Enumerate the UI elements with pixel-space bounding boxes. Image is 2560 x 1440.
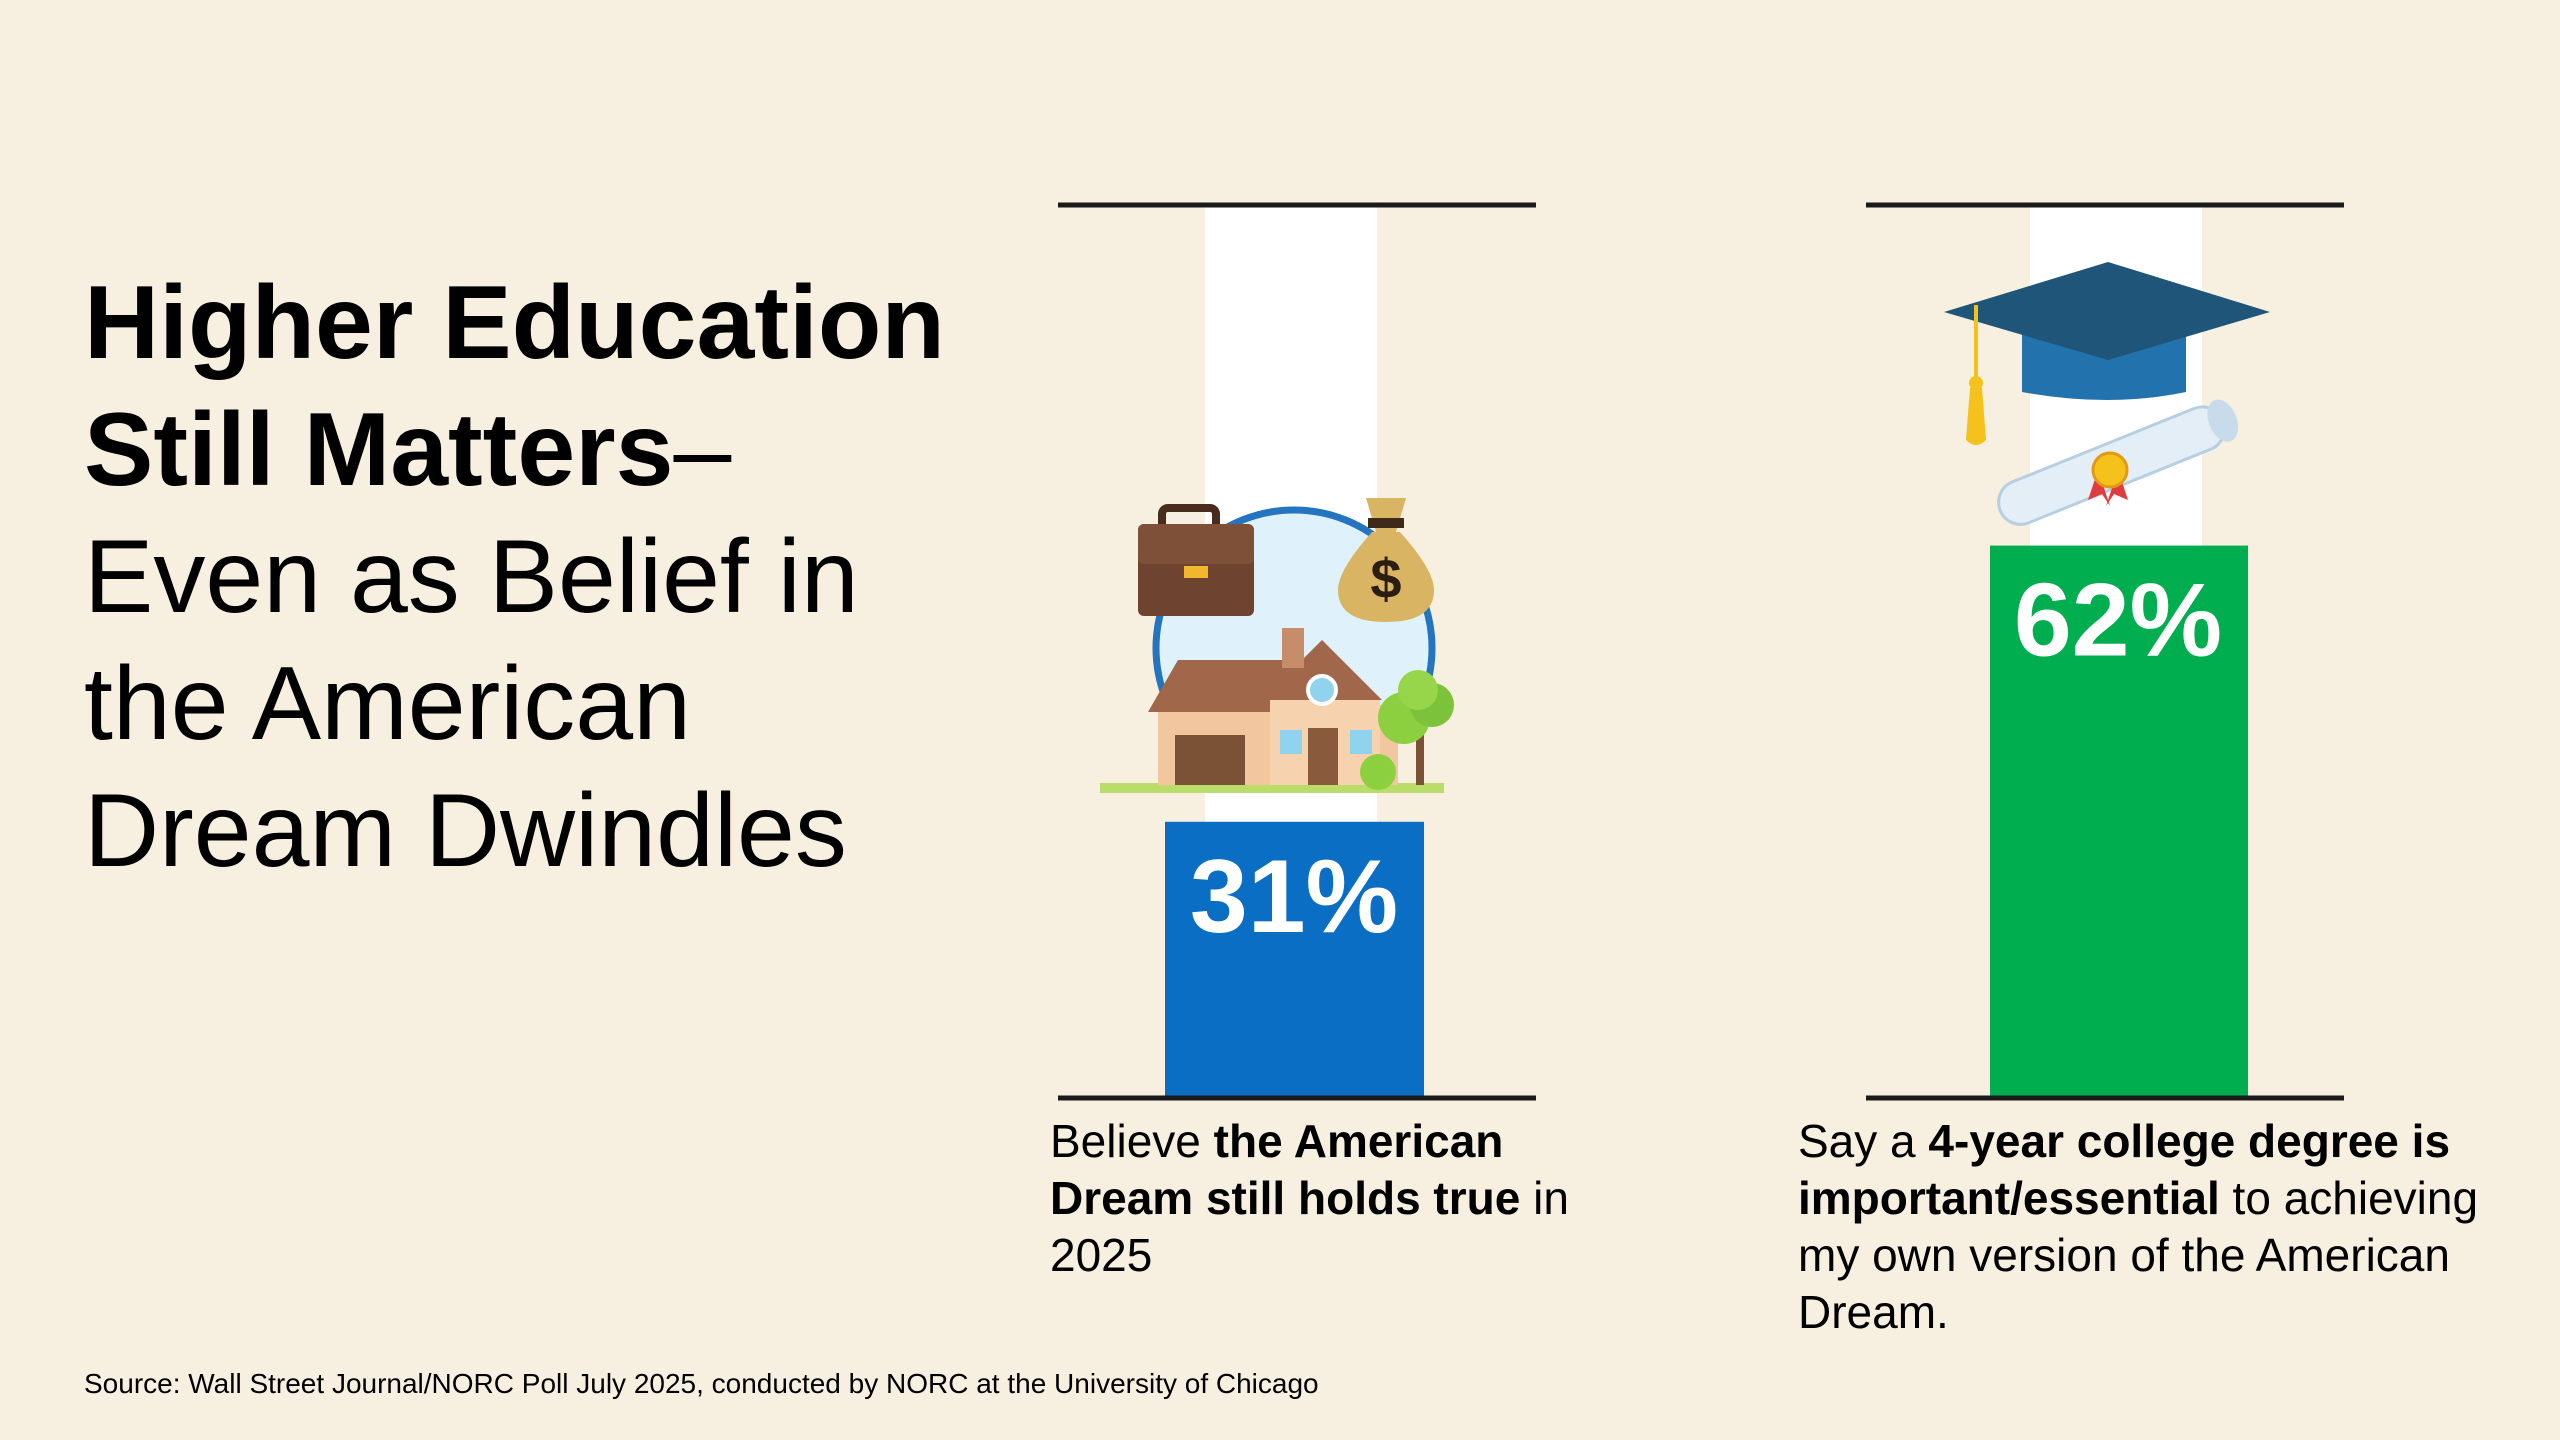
svg-text:$: $ (1370, 547, 1401, 610)
title-line-4: the American (84, 646, 691, 762)
caption-right-pre: Say a (1798, 1115, 1929, 1167)
title-bold-part: Still Matters (84, 392, 674, 508)
caption-college-degree: Say a 4-year college degree is important… (1798, 1113, 2498, 1341)
bar-american-dream (1165, 821, 1424, 1098)
caption-right-post: to achieving my own version of the Ameri… (1798, 1172, 2479, 1338)
bar-value-label-1: 31% (1190, 839, 1398, 955)
house-with-briefcase-and-money-bag-icon: $ (1100, 498, 1454, 793)
caption-left-pre: Believe (1050, 1115, 1214, 1167)
source-note: Source: Wall Street Journal/NORC Poll Ju… (84, 1368, 1319, 1399)
title-line-1: Higher Education (84, 265, 945, 381)
bar-value-label-2: 62% (2014, 563, 2222, 679)
bar-college-degree (1990, 545, 2248, 1098)
title-dash: – (673, 392, 732, 508)
caption-right-bold: 4-year college degree is important/essen… (1798, 1115, 2451, 1224)
title-line-3: Even as Belief in (84, 519, 859, 635)
caption-american-dream: Believe the American Dream still holds t… (1050, 1113, 1610, 1284)
bar-column-american-dream: 31% (1058, 202, 1536, 1101)
title-line-5: Dream Dwindles (84, 773, 847, 889)
caption-left-bold: the American Dream still holds true (1050, 1115, 1521, 1224)
page-title: Higher Education Still Matters– Even as … (84, 260, 984, 895)
caption-left-post: in 2025 (1050, 1172, 1569, 1281)
title-line-2: Still Matters– (84, 387, 984, 514)
bar-column-college-degree: 62% (1866, 202, 2344, 1101)
graduation-cap-and-diploma-icon (1944, 262, 2270, 526)
